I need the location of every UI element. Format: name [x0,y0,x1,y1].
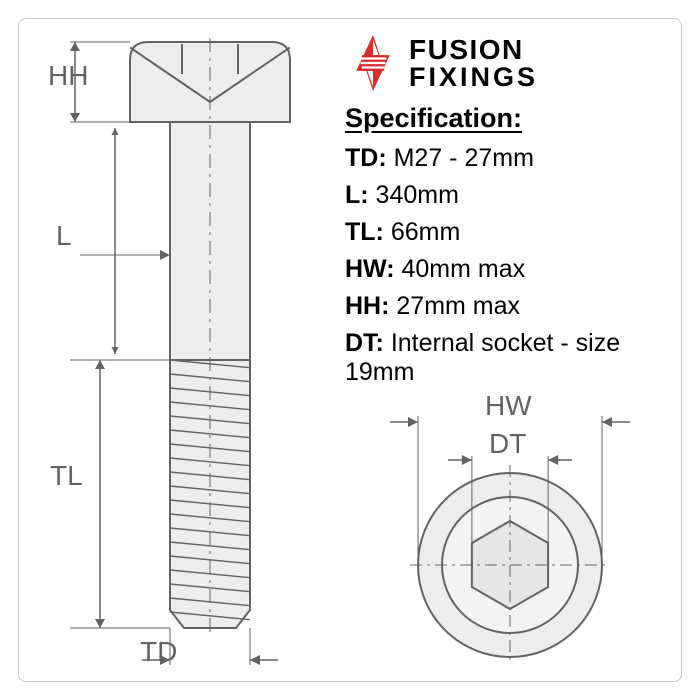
top-view-diagram: HW DT [345,400,675,680]
spec-value: 40mm max [395,255,526,283]
spec-row: HH: 27mm max [345,292,675,321]
brand-mark-icon [345,35,401,91]
spec-key: TL: [345,218,384,246]
spec-value: 27mm max [389,292,520,320]
spec-row: L: 340mm [345,181,675,210]
spec-key: TD: [345,144,387,172]
spec-row: HW: 40mm max [345,255,675,284]
spec-key: L: [345,181,369,209]
spec-key: HH: [345,292,389,320]
spec-value: 340mm [369,181,459,209]
spec-value: 66mm [384,218,460,246]
dim-label-td: TD [140,636,177,668]
dim-label-l: L [56,220,72,252]
side-view-diagram: HH L TL TD [40,30,320,670]
brand-line1: FUSION [409,36,538,64]
spec-block: Specification: TD: M27 - 27mm L: 340mm T… [345,103,675,395]
dim-label-hw: HW [485,390,532,422]
spec-value: M27 - 27mm [387,144,534,172]
brand-logo: FUSION FIXINGS [345,35,538,91]
dim-label-dt: DT [489,428,526,460]
brand-line2: FIXINGS [409,64,538,91]
dim-label-hh: HH [48,60,88,92]
spec-row: DT: Internal socket - size 19mm [345,329,675,387]
side-view-svg [40,30,320,670]
spec-row: TD: M27 - 27mm [345,144,675,173]
dim-label-tl: TL [50,460,83,492]
spec-key: DT: [345,329,384,357]
spec-row: TL: 66mm [345,218,675,247]
spec-key: HW: [345,255,395,283]
spec-title: Specification: [345,103,675,134]
spec-value: Internal socket - size 19mm [345,329,620,386]
